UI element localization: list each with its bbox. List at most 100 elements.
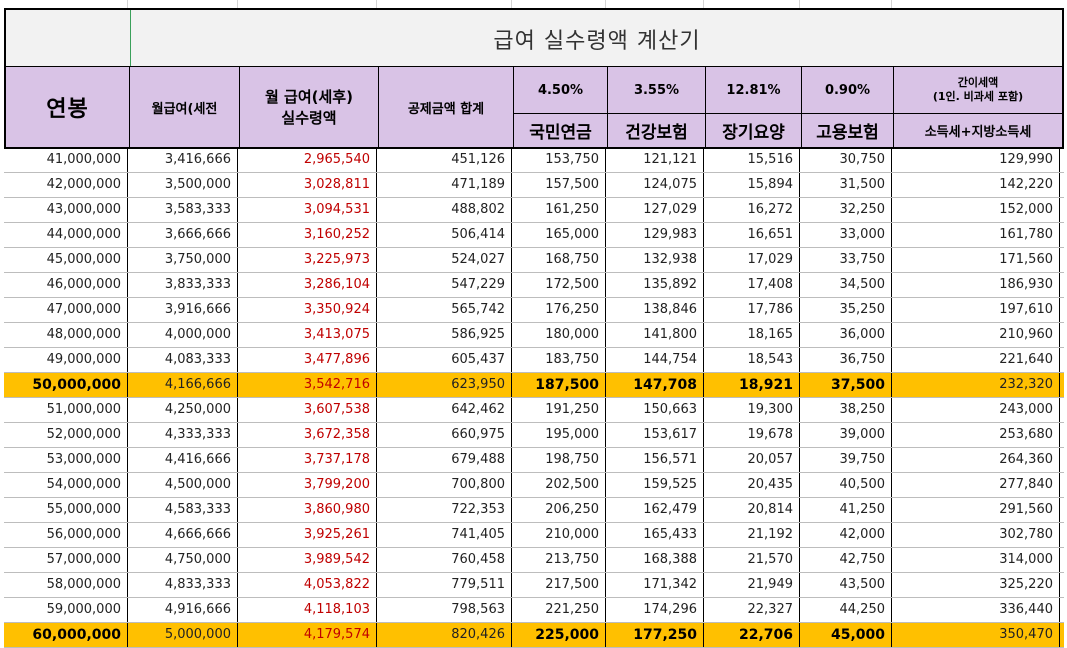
cell-tax[interactable]: 152,000 <box>892 198 1060 222</box>
cell-annual[interactable]: 53,000,000 <box>4 448 128 472</box>
cell-pension[interactable]: 180,000 <box>512 323 606 347</box>
cell-lt[interactable]: 20,814 <box>704 498 800 522</box>
cell-pre[interactable]: 3,833,333 <box>128 273 238 297</box>
cell-lt[interactable]: 19,678 <box>704 423 800 447</box>
table-row[interactable]: 58,000,000 4,833,333 4,053,822 779,511 217,5… <box>4 573 1064 598</box>
cell-lt[interactable]: 19,300 <box>704 398 800 422</box>
cell-emp[interactable]: 37,500 <box>800 373 892 397</box>
table-row[interactable]: 49,000,000 4,083,333 3,477,896 605,437 183,7… <box>4 348 1064 373</box>
table-row[interactable]: 60,000,000 5,000,000 4,179,574 820,426 225,0… <box>4 623 1064 648</box>
table-row[interactable]: 59,000,000 4,916,666 4,118,103 798,563 221,2… <box>4 598 1064 623</box>
cell-ded[interactable]: 820,426 <box>377 623 512 647</box>
header-tax-top[interactable]: 간이세액 (1인. 비과세 포함) <box>894 67 1062 113</box>
cell-ded[interactable]: 679,488 <box>377 448 512 472</box>
cell-pre[interactable]: 3,750,000 <box>128 248 238 272</box>
table-row[interactable]: 56,000,000 4,666,666 3,925,261 741,405 210,0… <box>4 523 1064 548</box>
cell-post[interactable]: 3,160,252 <box>238 223 377 247</box>
cell-post[interactable]: 3,542,716 <box>238 373 377 397</box>
cell-tax[interactable]: 253,680 <box>892 423 1060 447</box>
table-row[interactable]: 53,000,000 4,416,666 3,737,178 679,488 198,7… <box>4 448 1064 473</box>
cell-emp[interactable]: 40,500 <box>800 473 892 497</box>
table-row[interactable]: 57,000,000 4,750,000 3,989,542 760,458 213,7… <box>4 548 1064 573</box>
cell-ded[interactable]: 760,458 <box>377 548 512 572</box>
cell-health[interactable]: 174,296 <box>606 598 704 622</box>
cell-pension[interactable]: 191,250 <box>512 398 606 422</box>
cell-emp[interactable]: 31,500 <box>800 173 892 197</box>
cell-pension[interactable]: 168,750 <box>512 248 606 272</box>
table-row[interactable]: 54,000,000 4,500,000 3,799,200 700,800 202,5… <box>4 473 1064 498</box>
cell-tax[interactable]: 161,780 <box>892 223 1060 247</box>
cell-annual[interactable]: 46,000,000 <box>4 273 128 297</box>
table-row[interactable]: 43,000,000 3,583,333 3,094,531 488,802 161,2… <box>4 198 1064 223</box>
cell-ded[interactable]: 722,353 <box>377 498 512 522</box>
cell-annual[interactable]: 48,000,000 <box>4 323 128 347</box>
cell-pre[interactable]: 3,583,333 <box>128 198 238 222</box>
table-row[interactable]: 52,000,000 4,333,333 3,672,358 660,975 195,0… <box>4 423 1064 448</box>
cell-pre[interactable]: 4,666,666 <box>128 523 238 547</box>
cell-pension[interactable]: 217,500 <box>512 573 606 597</box>
cell-tax[interactable]: 221,640 <box>892 348 1060 372</box>
cell-lt[interactable]: 16,272 <box>704 198 800 222</box>
cell-post[interactable]: 3,094,531 <box>238 198 377 222</box>
cell-health[interactable]: 156,571 <box>606 448 704 472</box>
cell-emp[interactable]: 42,000 <box>800 523 892 547</box>
cell-emp[interactable]: 36,750 <box>800 348 892 372</box>
cell-pre[interactable]: 4,583,333 <box>128 498 238 522</box>
cell-emp[interactable]: 33,750 <box>800 248 892 272</box>
header-monthly-pre[interactable]: 월급여(세전 <box>151 101 218 117</box>
cell-ded[interactable]: 586,925 <box>377 323 512 347</box>
cell-health[interactable]: 159,525 <box>606 473 704 497</box>
table-row[interactable]: 46,000,000 3,833,333 3,286,104 547,229 172,5… <box>4 273 1064 298</box>
header-employment[interactable]: 고용보험 <box>816 123 879 143</box>
cell-lt[interactable]: 17,786 <box>704 298 800 322</box>
cell-lt[interactable]: 17,029 <box>704 248 800 272</box>
cell-pre[interactable]: 4,250,000 <box>128 398 238 422</box>
cell-annual[interactable]: 43,000,000 <box>4 198 128 222</box>
cell-emp[interactable]: 34,500 <box>800 273 892 297</box>
cell-health[interactable]: 153,617 <box>606 423 704 447</box>
cell-pre[interactable]: 3,500,000 <box>128 173 238 197</box>
cell-emp[interactable]: 39,000 <box>800 423 892 447</box>
cell-pre[interactable]: 3,416,666 <box>128 148 238 172</box>
cell-tax[interactable]: 197,610 <box>892 298 1060 322</box>
cell-ded[interactable]: 642,462 <box>377 398 512 422</box>
cell-tax[interactable]: 264,360 <box>892 448 1060 472</box>
cell-pre[interactable]: 3,916,666 <box>128 298 238 322</box>
cell-post[interactable]: 4,053,822 <box>238 573 377 597</box>
header-employment-rate[interactable]: 0.90% <box>824 82 871 98</box>
page-title[interactable]: 급여 실수령액 계산기 <box>493 29 701 54</box>
cell-ded[interactable]: 547,229 <box>377 273 512 297</box>
cell-annual[interactable]: 41,000,000 <box>4 148 128 172</box>
cell-pension[interactable]: 213,750 <box>512 548 606 572</box>
table-row[interactable]: 55,000,000 4,583,333 3,860,980 722,353 206,2… <box>4 498 1064 523</box>
cell-post[interactable]: 2,965,540 <box>238 148 377 172</box>
cell-annual[interactable]: 42,000,000 <box>4 173 128 197</box>
table-row[interactable]: 42,000,000 3,500,000 3,028,811 471,189 157,5… <box>4 173 1064 198</box>
cell-pre[interactable]: 4,500,000 <box>128 473 238 497</box>
cell-pre[interactable]: 3,666,666 <box>128 223 238 247</box>
cell-pre[interactable]: 4,416,666 <box>128 448 238 472</box>
cell-pension[interactable]: 176,250 <box>512 298 606 322</box>
cell-ded[interactable]: 700,800 <box>377 473 512 497</box>
cell-emp[interactable]: 33,000 <box>800 223 892 247</box>
cell-health[interactable]: 150,663 <box>606 398 704 422</box>
cell-post[interactable]: 3,799,200 <box>238 473 377 497</box>
cell-pension[interactable]: 206,250 <box>512 498 606 522</box>
cell-lt[interactable]: 21,192 <box>704 523 800 547</box>
cell-pension[interactable]: 202,500 <box>512 473 606 497</box>
cell-emp[interactable]: 36,000 <box>800 323 892 347</box>
header-deduction-total[interactable]: 공제금액 합계 <box>407 101 485 117</box>
cell-post[interactable]: 3,350,924 <box>238 298 377 322</box>
cell-annual[interactable]: 45,000,000 <box>4 248 128 272</box>
cell-tax[interactable]: 210,960 <box>892 323 1060 347</box>
cell-lt[interactable]: 17,408 <box>704 273 800 297</box>
cell-annual[interactable]: 54,000,000 <box>4 473 128 497</box>
cell-tax[interactable]: 171,560 <box>892 248 1060 272</box>
cell-health[interactable]: 135,892 <box>606 273 704 297</box>
cell-health[interactable]: 129,983 <box>606 223 704 247</box>
cell-pre[interactable]: 4,333,333 <box>128 423 238 447</box>
cell-emp[interactable]: 35,250 <box>800 298 892 322</box>
cell-health[interactable]: 124,075 <box>606 173 704 197</box>
cell-ded[interactable]: 506,414 <box>377 223 512 247</box>
table-row[interactable]: 41,000,000 3,416,666 2,965,540 451,126 153,7… <box>4 148 1064 173</box>
